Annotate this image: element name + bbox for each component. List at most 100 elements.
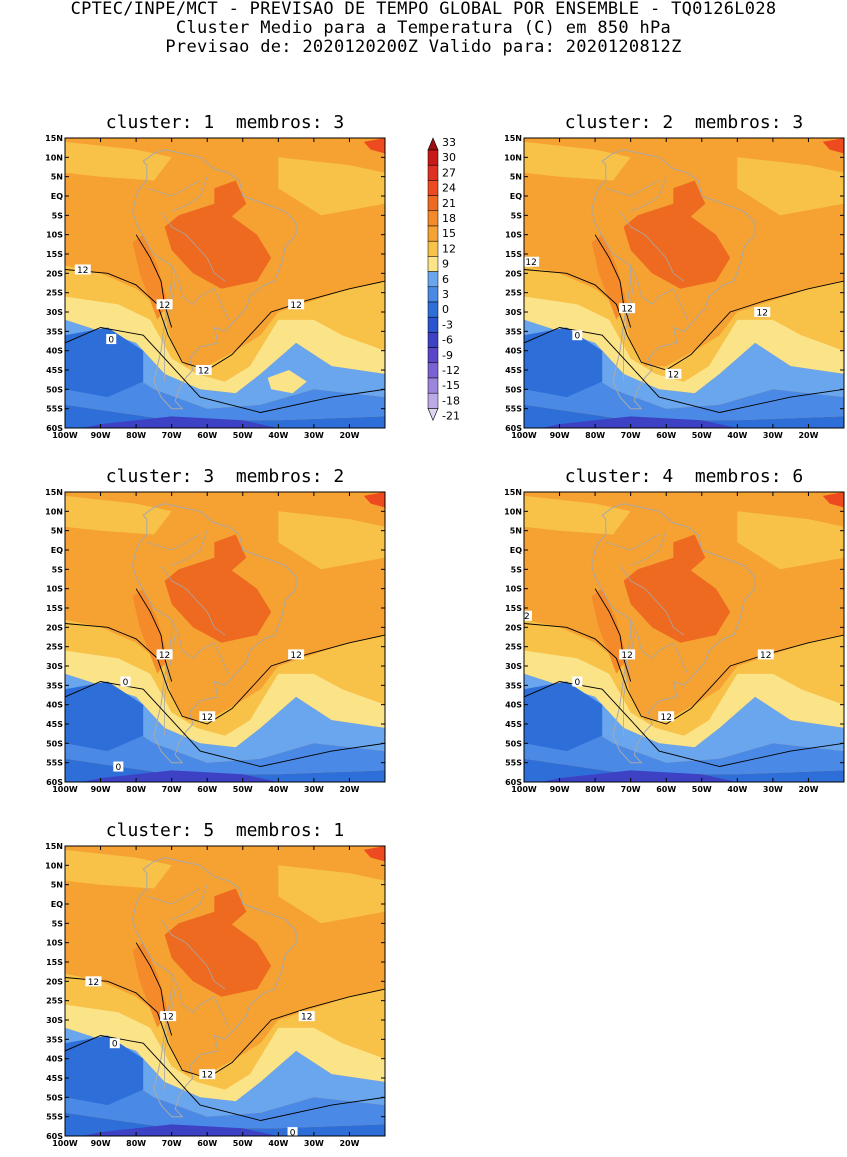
contour-label: 12 — [301, 1013, 312, 1023]
contour-label-box — [572, 676, 583, 687]
temperature-map: 12 12 12 12 0 15N 10N 5N EQ 5S 10S 15S 20S 25S 30S 35S 4… — [504, 130, 847, 440]
isotherm-region — [363, 138, 385, 154]
lat-label: 35S — [46, 1035, 63, 1044]
lat-label: 40S — [505, 701, 522, 710]
lat-label: 30S — [46, 308, 63, 317]
country-border — [665, 611, 685, 636]
lat-label: 15S — [505, 604, 522, 613]
contour-label-box — [160, 1011, 177, 1022]
contour-label: 12 — [201, 1071, 212, 1081]
country-border — [630, 530, 667, 566]
isotherm-region — [524, 681, 603, 752]
lat-label: 55S — [505, 405, 522, 414]
coastline — [591, 503, 756, 764]
lat-label: 10S — [46, 939, 63, 948]
lat-label: 5S — [511, 565, 523, 574]
temperature-map: 12 12 12 0 0 15N 10N 5N EQ 5S 10S 15S 20S 25S 30S 35S 40… — [45, 484, 405, 794]
lat-label: 60S — [505, 778, 522, 787]
lon-label: 50W — [233, 785, 253, 794]
lat-label: 45S — [46, 366, 63, 375]
membros-label: membros: — [694, 466, 782, 487]
lat-label: 55S — [46, 1113, 63, 1122]
lon-label: 80W — [126, 785, 146, 794]
contour-line — [65, 327, 385, 413]
legend-label: 33 — [442, 136, 456, 149]
lat-label: 40S — [46, 701, 63, 710]
contour-line — [524, 327, 844, 413]
country-border — [619, 211, 667, 259]
legend-label: 18 — [442, 212, 456, 225]
lat-label: 60S — [505, 424, 522, 433]
contour-label: 12 — [660, 713, 671, 723]
country-border — [171, 265, 215, 305]
contour-label-box — [120, 676, 131, 687]
lat-label: 10S — [46, 585, 63, 594]
contour-label: 12 — [668, 370, 679, 380]
lon-label: 70W — [162, 785, 182, 794]
contour-label: 12 — [159, 301, 170, 311]
country-border — [605, 534, 660, 551]
contour-label: 12 — [290, 301, 301, 311]
lon-label: 60W — [656, 785, 676, 794]
country-border — [206, 965, 226, 990]
contour-label: 0 — [290, 1129, 296, 1139]
contour-label-box — [74, 264, 91, 275]
temperature-map: 12 12 12 12 0 15N 10N 5N EQ 5S 10S 15S 20S 25S 30S 35S 4… — [45, 130, 405, 440]
lat-label: 10S — [505, 585, 522, 594]
lat-label: 25S — [505, 643, 522, 652]
isotherm-region — [65, 141, 172, 181]
contour-label: 0 — [112, 1040, 118, 1050]
legend-label: 21 — [442, 197, 456, 210]
lon-label: 60W — [197, 431, 217, 440]
legend-swatch — [427, 240, 439, 257]
lat-label: 20S — [505, 623, 522, 632]
lon-label: 30W — [304, 431, 324, 440]
isotherm-region — [214, 534, 247, 574]
isotherm-region — [363, 492, 385, 508]
contour-label: 12 — [162, 1013, 173, 1023]
lat-label: 60S — [46, 1132, 63, 1141]
lat-label: 45S — [505, 720, 522, 729]
lon-label: 30W — [304, 785, 324, 794]
cluster-panel-4: cluster: 4 membros: 6 12 12 12 12 0 15N 10N 5N E… — [504, 467, 847, 797]
header-line-2: Cluster Medio para a Temperatura (C) em … — [175, 18, 672, 38]
panel-title: cluster: 5 membros: 1 — [45, 821, 405, 841]
lon-label: 80W — [126, 431, 146, 440]
lon-label: 90W — [550, 431, 570, 440]
isotherm-region — [82, 416, 279, 428]
legend-swatch — [427, 362, 439, 379]
membros-count: 2 — [333, 466, 345, 487]
lat-label: 35S — [505, 681, 522, 690]
lat-label: 50S — [505, 385, 522, 394]
isotherm-region — [82, 1124, 279, 1136]
legend-swatch — [427, 286, 439, 303]
lat-label: 20S — [505, 269, 522, 278]
lon-label: 40W — [268, 785, 288, 794]
lon-label: 30W — [763, 431, 783, 440]
lat-label: 5N — [51, 881, 63, 890]
contour-label: 12 — [621, 305, 632, 315]
contour-label-box — [156, 299, 173, 310]
contour-line — [135, 234, 173, 328]
membros-label: membros: — [235, 820, 323, 841]
map-frame — [64, 491, 386, 783]
lon-label: 90W — [91, 785, 111, 794]
country-border — [213, 288, 229, 320]
map-frame — [64, 137, 386, 429]
contour-line — [65, 1035, 385, 1121]
contour-label-box — [288, 649, 305, 660]
lon-label: 20W — [798, 431, 818, 440]
lon-label: 90W — [91, 431, 111, 440]
lat-label: 50S — [46, 1093, 63, 1102]
country-border — [160, 565, 208, 613]
lon-label: 20W — [339, 431, 359, 440]
country-border — [171, 530, 208, 566]
lon-label: 90W — [550, 785, 570, 794]
country-border — [623, 281, 635, 382]
lon-label: 20W — [339, 1139, 359, 1148]
figure-header: CPTEC/INPE/MCT - PREVISAO DE TEMPO GLOBA… — [0, 0, 847, 57]
country-border — [171, 176, 208, 212]
isotherm-region — [267, 370, 307, 394]
isotherm-region — [822, 138, 844, 154]
isotherm-region — [132, 942, 169, 1028]
